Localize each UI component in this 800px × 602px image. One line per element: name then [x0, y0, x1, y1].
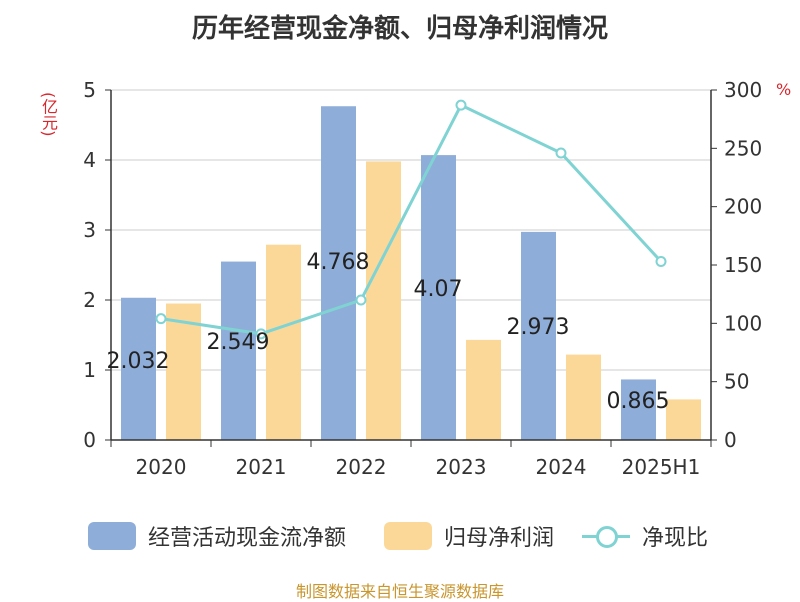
- y-right-tick-label: 50: [724, 370, 749, 394]
- x-tick-label: 2022: [336, 455, 387, 479]
- x-tick-label: 2024: [536, 455, 587, 479]
- point-ratio: [555, 147, 567, 159]
- data-label-cash-flow: 2.032: [107, 349, 170, 374]
- line-ratio: [160, 103, 663, 336]
- point-ratio: [655, 256, 667, 267]
- legend-item-cash-flow[interactable]: 经营活动现金流净额: [88, 516, 346, 556]
- x-tick-label: 2020: [136, 455, 187, 479]
- point-ratio: [255, 328, 267, 340]
- bar-net-profit: [466, 339, 501, 440]
- y-right-tick-label: 200: [724, 195, 762, 219]
- bar-cash-flow: [321, 106, 356, 441]
- legend-label-cash-flow: 经营活动现金流净额: [148, 526, 347, 551]
- bar-cash-flow: [521, 231, 556, 440]
- legend-item-net-profit[interactable]: 归母净利润: [384, 516, 554, 556]
- chart-title: 历年经营现金净额、归母净利润情况: [191, 14, 608, 44]
- bar-cash-flow: [121, 297, 156, 440]
- y-left-tick-label: 1: [83, 358, 96, 382]
- legend-swatch-ratio: [582, 522, 630, 550]
- bar-cash-flow: [221, 261, 256, 440]
- y-left-tick-label: 0: [83, 428, 96, 452]
- bar-net-profit: [266, 244, 301, 440]
- bar-net-profit: [366, 161, 401, 440]
- chart-legend: 经营活动现金流净额 归母净利润 净现比: [0, 516, 800, 556]
- data-label-cash-flow: 2.549: [207, 330, 270, 355]
- legend-swatch-net-profit: [384, 522, 432, 550]
- x-tick-label: 2021: [236, 455, 287, 479]
- bar-cash-flow: [421, 155, 456, 440]
- legend-label-ratio: 净现比: [642, 526, 709, 551]
- bar-net-profit: [666, 399, 701, 440]
- point-ratio: [355, 294, 367, 306]
- legend-label-net-profit: 归母净利润: [444, 526, 555, 551]
- y-left-tick-label: 3: [83, 218, 96, 242]
- y-right-tick-label: 150: [724, 253, 762, 277]
- y-left-tick-label: 2: [83, 288, 96, 312]
- bar-net-profit: [566, 354, 601, 440]
- y-right-tick-label: 0: [724, 428, 737, 452]
- point-ratio: [155, 313, 167, 325]
- x-tick-label: 2023: [436, 455, 487, 479]
- y-left-tick-label: 4: [83, 148, 96, 172]
- right-axis-unit: %: [776, 80, 792, 99]
- legend-item-ratio[interactable]: 净现比: [582, 516, 708, 556]
- bar-cash-flow: [621, 379, 656, 440]
- data-label-cash-flow: 4.07: [414, 277, 463, 302]
- data-source-note: 制图数据来自恒生聚源数据库: [295, 582, 504, 601]
- bar-net-profit: [166, 303, 201, 440]
- data-label-cash-flow: 2.973: [507, 315, 570, 340]
- x-tick-label: 2025H1: [622, 455, 701, 479]
- y-right-tick-label: 100: [724, 311, 762, 335]
- y-left-tick-label: 5: [83, 78, 96, 102]
- legend-swatch-cash-flow: [88, 522, 136, 550]
- data-label-cash-flow: 4.768: [307, 250, 370, 275]
- point-ratio: [455, 99, 467, 111]
- y-right-tick-label: 300: [724, 78, 762, 102]
- data-label-cash-flow: 0.865: [607, 389, 670, 414]
- left-axis-unit: (亿元): [39, 92, 58, 137]
- y-right-tick-label: 250: [724, 136, 762, 160]
